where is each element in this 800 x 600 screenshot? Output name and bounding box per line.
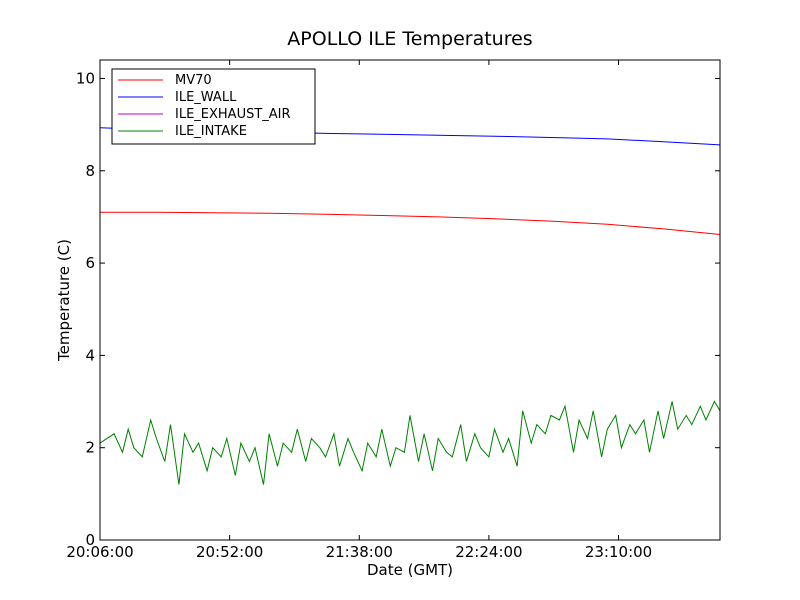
y-tick-label: 10 — [76, 69, 95, 87]
y-tick-label: 0 — [85, 531, 95, 549]
legend-label-ile-intake: ILE_INTAKE — [175, 124, 247, 139]
legend: MV70 ILE_WALL ILE_EXHAUST_AIR ILE_INTAKE — [111, 68, 316, 145]
series-line-mv70 — [100, 211, 721, 235]
plot-area: 20:06:00 20:52:00 21:38:00 22:24:00 23:10:00… — [66, 59, 721, 561]
y-axis-label: Temperature (C) — [55, 239, 73, 362]
y-tick-label: 4 — [85, 346, 95, 364]
legend-label-mv70: MV70 — [175, 73, 212, 88]
x-tick-label: 22:24:00 — [455, 543, 522, 561]
chart-title: APOLLO ILE Temperatures — [287, 28, 532, 50]
plot-frame — [99, 59, 721, 541]
x-axis-label: Date (GMT) — [367, 561, 453, 579]
y-axis: 0 2 4 6 8 10 — [76, 69, 720, 549]
x-tick-label: 21:38:00 — [326, 543, 393, 561]
legend-label-ile-exhaust-air: ILE_EXHAUST_AIR — [175, 107, 291, 122]
y-tick-label: 6 — [85, 254, 95, 272]
x-tick-label: 20:52:00 — [196, 543, 263, 561]
x-axis: 20:06:00 20:52:00 21:38:00 22:24:00 23:10:00 — [66, 60, 652, 561]
legend-label-ile-wall: ILE_WALL — [175, 90, 237, 105]
y-tick-label: 2 — [85, 439, 95, 457]
series-line-ile-intake — [99, 400, 721, 485]
x-tick-label: 23:10:00 — [585, 543, 652, 561]
x-tick-label: 20:06:00 — [66, 543, 133, 561]
y-tick-label: 8 — [85, 162, 95, 180]
legend-items: MV70 ILE_WALL ILE_EXHAUST_AIR ILE_INTAKE — [118, 73, 291, 139]
